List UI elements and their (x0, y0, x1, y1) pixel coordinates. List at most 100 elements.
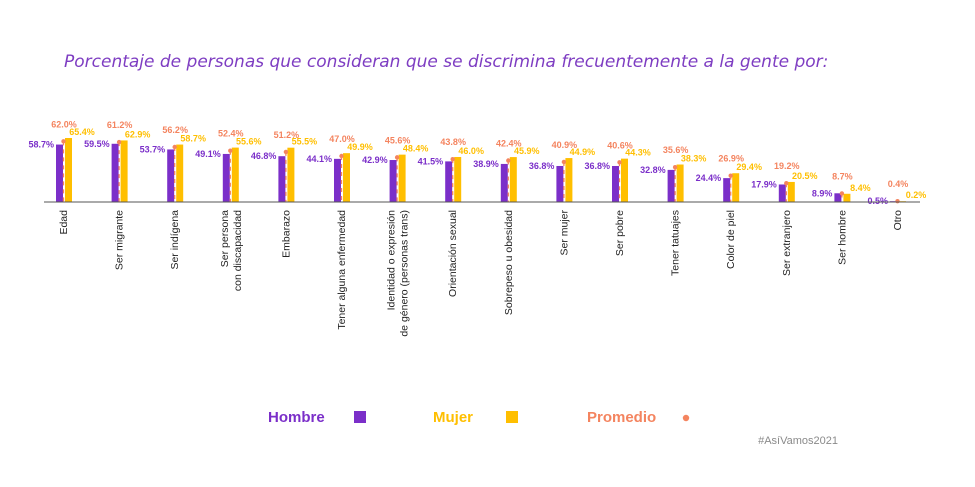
promedio-dot-ser-extranjero (784, 181, 789, 186)
bar-hombre-ser-mujer (556, 165, 564, 202)
category-label-edad: Edad (58, 210, 70, 235)
label-hombre-ser-persona-con-discapacidad: 49.1% (195, 149, 221, 159)
label-mujer-embarazo: 55.5% (292, 137, 318, 147)
promedio-dot-color-de-piel (728, 173, 733, 178)
label-hombre-ser-hombre: 8.9% (812, 188, 833, 198)
category-group-color-de-piel: 24.4% 29.4%26.9% Color de piel (696, 154, 762, 269)
category-label-line: Tener tatuajes (670, 210, 682, 276)
label-hombre-ser-extranjero: 17.9% (751, 179, 777, 189)
label-hombre-edad: 58.7% (28, 140, 54, 150)
promedio-dot-edad (61, 139, 66, 144)
label-hombre-color-de-piel: 24.4% (696, 173, 722, 183)
bar-hombre-sobrepeso-u-obesidad (500, 163, 508, 202)
category-label-line: Ser mujer (558, 210, 570, 256)
bar-mujer-ser-mujer (565, 158, 573, 202)
bar-mujer-ser-hombre (843, 193, 851, 202)
label-promedio-embarazo: 51.2% (274, 130, 300, 140)
category-group-ser-pobre: 36.8% 44.3%40.6% Ser pobre (584, 140, 650, 256)
label-promedio-ser-indigena: 56.2% (162, 125, 188, 135)
label-promedio-ser-persona-con-discapacidad: 52.4% (218, 129, 244, 139)
bar-mujer-ser-persona-con-discapacidad (231, 147, 239, 202)
legend-marker-promedio (682, 414, 690, 422)
category-label-orientacion-sexual: Orientación sexual (447, 210, 459, 297)
promedio-dot-ser-migrante (116, 139, 122, 145)
bar-hombre-ser-hombre (834, 193, 842, 202)
bar-mujer-embarazo (287, 147, 295, 202)
category-group-tener-tatuajes: 32.8% 38.3%35.6% Tener tatuajes (640, 145, 706, 276)
legend: Hombre Mujer Promedio (268, 409, 690, 426)
label-mujer-ser-migrante: 62.9% (125, 129, 151, 139)
label-mujer-ser-indigena: 58.7% (180, 134, 206, 144)
category-label-line: Ser extranjero (781, 210, 793, 276)
label-hombre-tener-alguna-enfermedad: 44.1% (306, 154, 332, 164)
category-group-identidad-o-expresion-de-genero-personas-trans: 42.9% 48.4%45.6% Identidad o expresiónde g… (362, 135, 428, 336)
label-promedio-ser-mujer: 40.9% (552, 140, 578, 150)
category-label-line: Ser pobre (614, 210, 626, 256)
label-promedio-tener-tatuajes: 35.6% (663, 145, 689, 155)
label-hombre-ser-migrante: 59.5% (84, 139, 110, 149)
label-promedio-otro: 0.4% (888, 179, 909, 189)
label-promedio-ser-hombre: 8.7% (832, 171, 853, 181)
category-label-line: Ser migrante (114, 210, 126, 270)
promedio-dot-tener-tatuajes (672, 164, 678, 170)
bar-mujer-color-de-piel (732, 173, 740, 202)
bar-mujer-sobrepeso-u-obesidad (509, 157, 517, 202)
bar-hombre-ser-persona-con-discapacidad (222, 153, 230, 202)
label-promedio-orientacion-sexual: 43.8% (440, 137, 466, 147)
promedio-dot-ser-hombre (839, 191, 845, 196)
legend-swatch-hombre (354, 411, 366, 423)
label-hombre-embarazo: 46.8% (251, 151, 277, 161)
category-group-ser-extranjero: 17.9% 20.5%19.2% Ser extranjero (751, 161, 817, 276)
label-hombre-tener-tatuajes: 32.8% (640, 165, 666, 175)
bar-mujer-edad (65, 138, 72, 202)
label-hombre-orientacion-sexual: 41.5% (418, 156, 444, 166)
label-promedio-color-de-piel: 26.9% (718, 154, 744, 164)
label-mujer-ser-persona-con-discapacidad: 55.6% (236, 137, 262, 147)
label-mujer-edad: 65.4% (69, 127, 95, 137)
category-label-line: Color de piel (725, 210, 737, 269)
category-label-line: Sobrepeso u obesidad (503, 210, 515, 315)
promedio-dot-sobrepeso-u-obesidad (506, 158, 511, 163)
legend-label-promedio: Promedio (587, 409, 656, 426)
bar-hombre-ser-pobre (612, 165, 619, 202)
category-label-line: Ser persona (219, 210, 231, 267)
label-mujer-tener-alguna-enfermedad: 49.9% (347, 142, 373, 152)
category-label-line: Tener alguna enfermedad (336, 210, 348, 330)
category-label-line: Edad (58, 210, 70, 235)
bar-mujer-tener-tatuajes (676, 164, 684, 202)
promedio-dot-ser-mujer (561, 159, 567, 165)
label-mujer-otro: 0.2% (906, 190, 927, 200)
bar-mujer-orientacion-sexual (454, 156, 462, 202)
label-promedio-edad: 62.0% (51, 119, 77, 129)
promedio-dot-embarazo (283, 149, 289, 155)
category-group-tener-alguna-enfermedad: 44.1% 49.9%47.0% Tener alguna enfermedad (306, 134, 372, 330)
label-hombre-ser-indigena: 53.7% (140, 144, 166, 154)
label-mujer-orientacion-sexual: 46.0% (458, 146, 484, 156)
legend-label-hombre: Hombre (268, 409, 325, 426)
category-label-ser-migrante: Ser migrante (114, 210, 126, 270)
label-promedio-sobrepeso-u-obesidad: 42.4% (496, 139, 522, 149)
category-group-embarazo: 46.8% 55.5%51.2% Embarazo (251, 130, 317, 258)
promedio-dot-identidad-o-expresion-de-genero-personas-trans (394, 155, 400, 160)
bar-mujer-tener-alguna-enfermedad (343, 153, 350, 202)
bar-hombre-edad (56, 144, 63, 202)
promedio-dot-ser-pobre (617, 160, 622, 165)
hashtag: #AsíVamos2021 (758, 435, 838, 447)
category-label-line: Identidad o expresión (386, 210, 398, 311)
category-label-ser-hombre: Ser hombre (836, 210, 848, 265)
bar-hombre-orientacion-sexual (445, 161, 453, 202)
label-mujer-ser-pobre: 44.3% (625, 148, 651, 158)
category-label-ser-pobre: Ser pobre (614, 210, 626, 256)
chart-title: Porcentaje de personas que consideran qu… (64, 52, 828, 72)
promedio-dot-orientacion-sexual (450, 156, 455, 162)
label-promedio-ser-extranjero: 19.2% (774, 161, 800, 171)
category-label-line: Embarazo (280, 210, 292, 258)
label-promedio-ser-pobre: 40.6% (607, 140, 633, 150)
category-label-line: Otro (892, 210, 904, 231)
bar-mujer-ser-indigena (176, 144, 184, 202)
category-label-line: Ser hombre (836, 210, 848, 265)
category-label-embarazo: Embarazo (280, 210, 292, 258)
legend-label-mujer: Mujer (433, 409, 473, 426)
category-label-line: Ser indígena (169, 210, 181, 270)
